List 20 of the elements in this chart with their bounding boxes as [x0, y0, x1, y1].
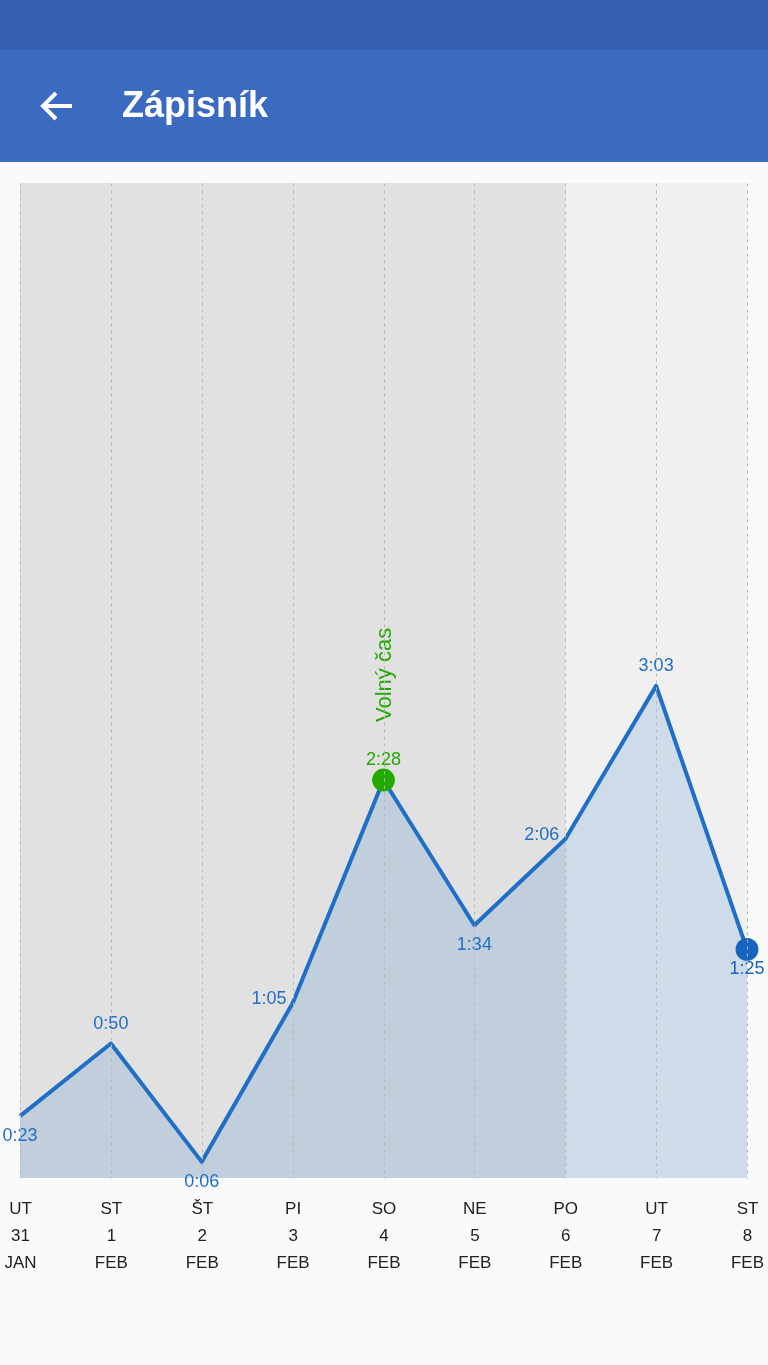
x-tick-label: ŠT 2 FEB: [185, 1198, 219, 1272]
annotation: Volný čas: [370, 627, 396, 722]
chart-title: Zápisník: [122, 84, 269, 126]
data-label: 0:06: [184, 1170, 220, 1191]
x-tick-label: NE 5 FEB: [458, 1198, 492, 1272]
data-label: 2:28: [365, 749, 402, 769]
x-tick-label: SO 4 FEB: [367, 1198, 401, 1272]
x-tick-label: ST 8 FEB: [730, 1198, 765, 1272]
x-tick-label: ST 1 FEB: [94, 1198, 128, 1272]
data-label: 3:03: [638, 654, 674, 675]
data-label: 0:23: [2, 1125, 38, 1146]
data-label: 1:34: [456, 934, 492, 955]
x-tick-label: PO 6 FEB: [549, 1198, 583, 1272]
data-label: 0:50: [93, 1012, 129, 1033]
data-label: 1:25: [729, 958, 765, 979]
x-tick-label: PI 3 FEB: [276, 1198, 310, 1272]
data-label: 2:06: [524, 824, 560, 845]
data-label: 1:05: [251, 988, 287, 1009]
x-tick-label: UT 7 FEB: [640, 1198, 674, 1272]
x-tick-label: UT 31 JAN: [4, 1198, 37, 1272]
